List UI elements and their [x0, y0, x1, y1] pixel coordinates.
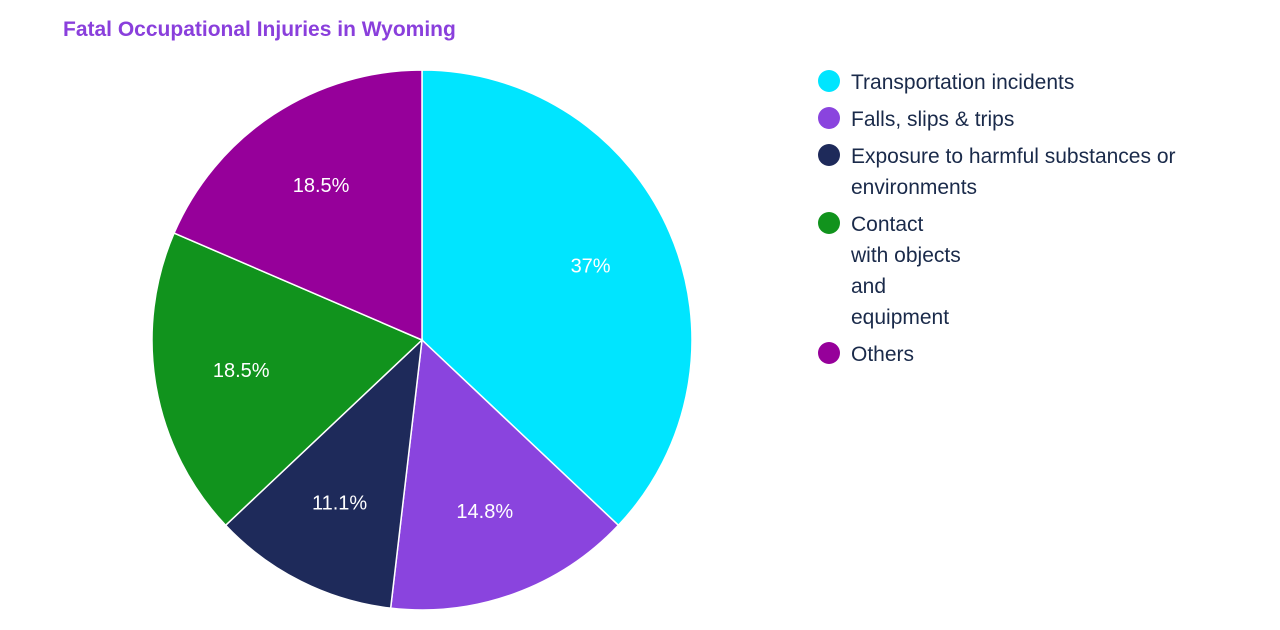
legend-item[interactable]: Others	[818, 339, 1238, 370]
slice-label-1: 14.8%	[456, 501, 513, 523]
legend-item[interactable]: Falls, slips & trips	[818, 104, 1238, 135]
legend-swatch-icon	[818, 144, 840, 166]
legend-label: Contact with objects and equipment	[851, 213, 961, 329]
legend-item[interactable]: Transportation incidents	[818, 67, 1238, 98]
legend-label: Others	[851, 343, 915, 366]
legend-item[interactable]: Exposure to harmful substances or enviro…	[818, 141, 1238, 203]
slice-label-3: 18.5%	[213, 360, 270, 382]
legend-swatch-icon	[818, 107, 840, 129]
legend-label: Exposure to harmful substances or enviro…	[851, 145, 1176, 199]
pie-slice-4	[173, 69, 423, 342]
chart-title: Fatal Occupational Injuries in Wyoming	[63, 18, 456, 41]
slice-label-4: 18.5%	[293, 175, 350, 197]
pie-slice-0	[421, 69, 693, 527]
pie-slices	[151, 69, 693, 611]
legend-swatch-icon	[818, 342, 840, 364]
slice-label-2: 11.1%	[312, 492, 367, 514]
legend: Transportation incidents Falls, slips & t…	[818, 67, 1238, 376]
pie-slice-1	[389, 338, 620, 611]
legend-label: Transportation incidents	[851, 71, 1075, 94]
pie-labels: 37% 14.8% 11.1% 18.5% 18.5%	[213, 175, 611, 523]
pie-slice-3	[151, 232, 424, 527]
legend-swatch-icon	[818, 70, 840, 92]
legend-item[interactable]: Contact with objects and equipment	[818, 209, 1238, 333]
slice-label-0: 37%	[571, 256, 611, 278]
legend-swatch-icon	[818, 212, 840, 234]
pie-slice-2	[224, 338, 423, 610]
legend-label: Falls, slips & trips	[851, 108, 1015, 131]
